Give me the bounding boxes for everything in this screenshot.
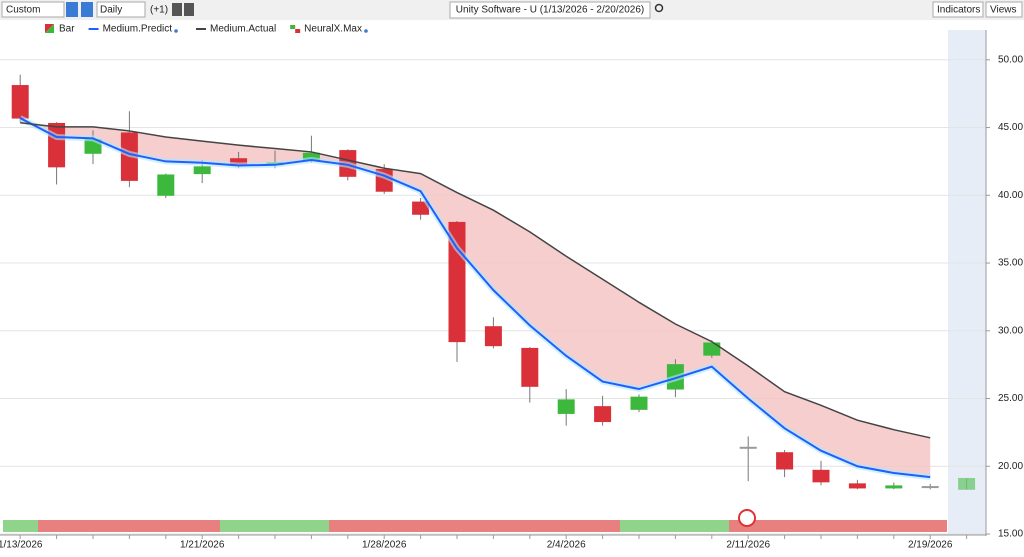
candle-body [848,483,866,489]
indicators-button[interactable] [932,1,984,18]
legend-label: Bar [59,24,75,35]
candle-body [630,396,648,410]
y-tick-label: 30.00 [998,325,1023,336]
signal-icon[interactable] [738,509,756,527]
offset-plus[interactable] [172,3,182,16]
series-line [19,117,931,479]
signal-segment [620,520,729,532]
candle-body [958,477,976,490]
views-button[interactable] [985,1,1023,18]
x-tick-label: 2/19/2026 [908,540,953,551]
legend-label: Medium.Predict [103,24,173,35]
y-tick-label: 40.00 [998,190,1023,201]
y-tick-label: 50.00 [998,54,1023,65]
signal-segment [220,520,329,532]
offset-text: (+1) [150,5,168,16]
candle-body [48,122,66,168]
add-button[interactable] [66,2,78,17]
candle-body [193,166,211,175]
x-tick-label: 2/4/2026 [547,540,586,551]
x-tick-label: 2/11/2026 [726,540,770,551]
candle-body [157,174,175,196]
signal-strip [3,509,947,532]
signal-segment [329,520,620,532]
interval-select[interactable] [96,1,146,18]
y-tick-label: 35.00 [998,258,1023,269]
candle-body [921,486,939,489]
legend-label: Medium.Actual [210,24,276,35]
legend-dot [174,29,178,33]
interval-text: Daily [100,5,122,16]
period-select[interactable] [1,1,65,18]
legend-icon [295,29,301,33]
candle-body [739,446,757,449]
spread-fill [20,118,931,478]
candle-body [521,347,539,387]
candle-body [484,326,502,347]
x-tick-label: 1/21/2026 [180,540,225,551]
symbol-text: Unity Software - U (1/13/2026 - 2/20/202… [456,5,644,16]
candle-body [885,485,903,489]
offset-minus[interactable] [184,3,194,16]
x-tick-label: 1/13/2026 [0,540,43,551]
views-text: Views [990,5,1017,16]
y-tick-label: 25.00 [998,393,1023,404]
legend-label: NeuralX.Max [304,24,362,35]
future-shade [948,30,986,534]
candle-body [703,342,721,356]
candle-body [594,406,612,423]
y-tick-label: 20.00 [998,461,1023,472]
indicators-text: Indicators [937,5,980,16]
legend-dot [364,29,368,33]
candle-body [557,399,575,414]
y-tick-label: 15.00 [998,529,1023,540]
signal-segment [38,520,220,532]
signal-segment [729,520,947,532]
symbol-box[interactable] [449,1,651,19]
x-tick-label: 1/28/2026 [362,540,407,551]
candle-body [11,85,29,119]
legend-icon [290,25,296,29]
period-text: Custom [6,5,40,16]
candle-body [812,469,830,483]
search-icon[interactable] [654,3,664,13]
signal-segment [3,520,38,532]
candle-body [776,452,794,470]
series-line [20,122,931,439]
legend-icon [45,24,54,33]
y-tick-label: 45.00 [998,122,1023,133]
remove-button[interactable] [81,2,93,17]
